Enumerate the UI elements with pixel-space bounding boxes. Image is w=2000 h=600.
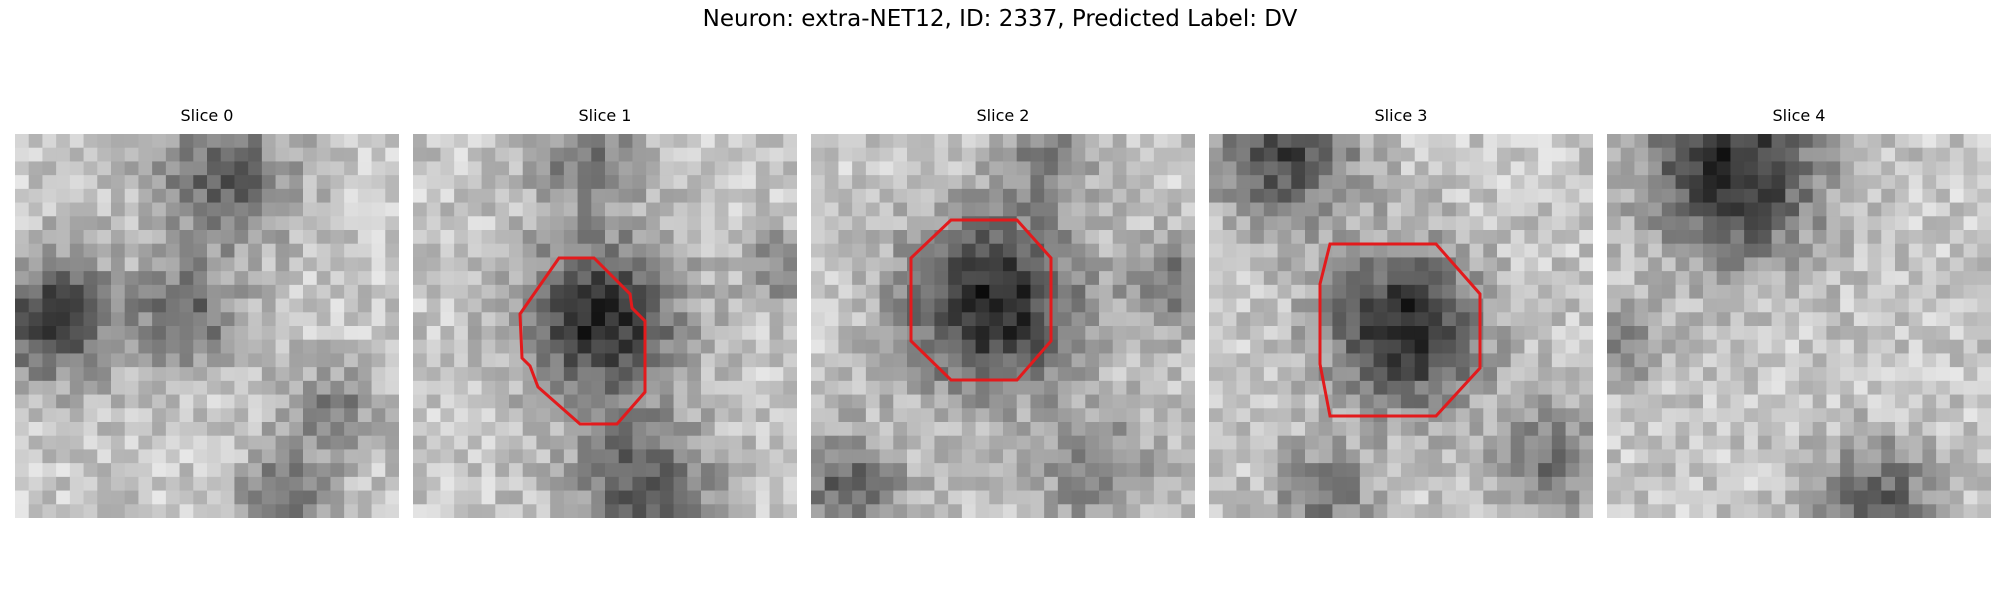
slice-3-panel: Slice 3 (1209, 106, 1593, 518)
slice-2-image (811, 134, 1195, 518)
slice-0-image (15, 134, 399, 518)
slice-0-panel: Slice 0 (15, 106, 399, 518)
slice-2-contour (909, 218, 1053, 382)
slice-3-image (1209, 134, 1593, 518)
slice-4-image (1607, 134, 1991, 518)
slice-1-contour (518, 256, 647, 426)
slice-3-contour (1318, 242, 1482, 418)
slice-1-image (413, 134, 797, 518)
slice-4-title: Slice 4 (1772, 106, 1826, 125)
slice-4-panel: Slice 4 (1607, 106, 1991, 518)
slice-3-title: Slice 3 (1374, 106, 1428, 125)
figure-title: Neuron: extra-NET12, ID: 2337, Predicted… (702, 6, 1298, 32)
slice-1-title: Slice 1 (578, 106, 632, 125)
slice-0-title: Slice 0 (180, 106, 234, 125)
slice-2-panel: Slice 2 (811, 106, 1195, 518)
slice-1-panel: Slice 1 (413, 106, 797, 518)
slice-2-title: Slice 2 (976, 106, 1030, 125)
